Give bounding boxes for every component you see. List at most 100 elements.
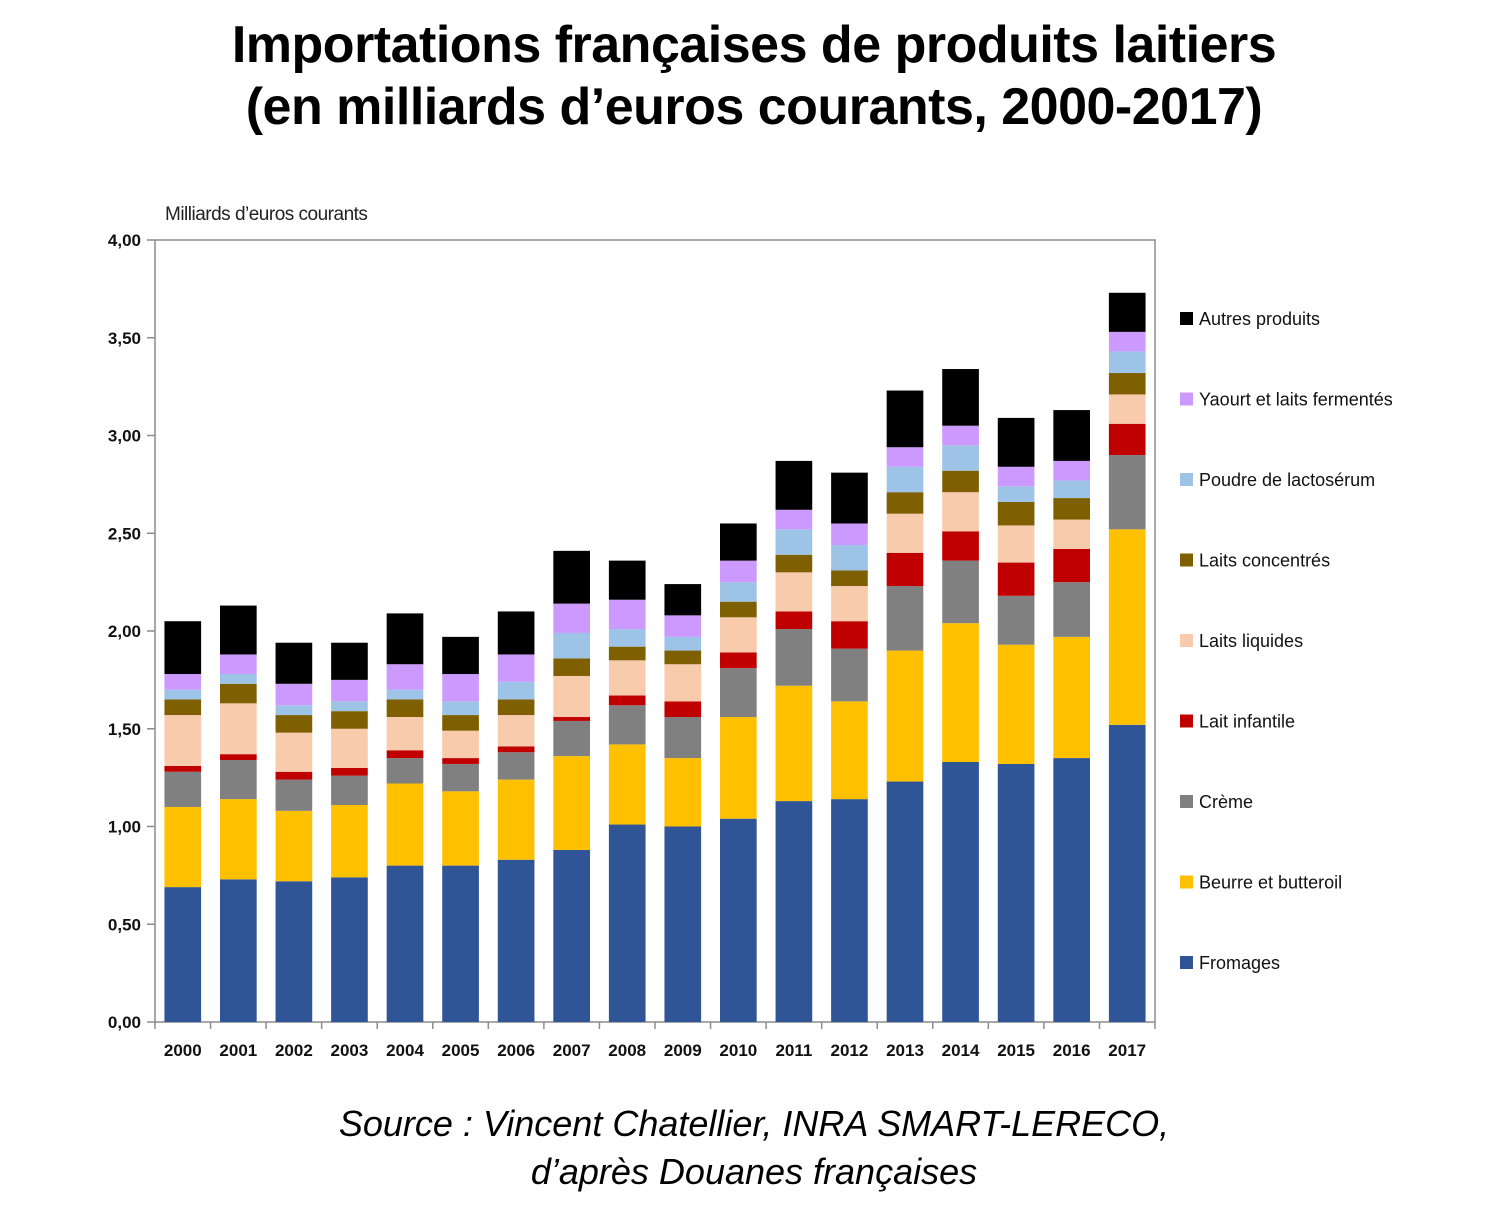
legend-swatch — [1180, 553, 1193, 567]
bar-segment — [831, 586, 868, 622]
bar-segment — [942, 425, 979, 446]
bar-segment — [608, 695, 646, 706]
bar-segment — [442, 865, 479, 1022]
bar-segment — [386, 699, 424, 718]
bar-segment — [220, 674, 257, 684]
bar-segment — [1053, 582, 1090, 637]
bar-segment — [1108, 331, 1146, 352]
bar-segment — [275, 810, 313, 882]
bar-segment — [720, 818, 757, 1022]
legend-swatch — [1180, 875, 1193, 889]
bar-segment — [1053, 636, 1090, 759]
legend: Autres produits Yaourt et laits fermentés… — [1180, 309, 1393, 973]
bar-segment — [275, 779, 313, 811]
bar-segment — [831, 570, 868, 587]
bar-segment — [720, 582, 757, 602]
y-tick-label: 1,00 — [108, 818, 141, 837]
x-tick-label: 2000 — [164, 1041, 202, 1060]
bar-segment — [775, 629, 813, 686]
bar-segment — [275, 771, 313, 780]
bar-segment — [275, 881, 313, 1022]
bar-segment — [608, 599, 646, 630]
bar-segment — [164, 621, 202, 675]
bar-segment — [275, 642, 313, 684]
x-tick-label: 2008 — [608, 1041, 646, 1060]
chart-title-line2: (en milliards d’euros courants, 2000-201… — [245, 78, 1263, 136]
bar-segment — [442, 791, 479, 866]
bar-segment — [775, 685, 813, 802]
bar-segment — [386, 758, 424, 784]
source-line1: Source : Vincent Chatellier, INRA SMART-… — [338, 1103, 1170, 1144]
bar-segment — [220, 605, 257, 655]
bar-segment — [386, 613, 424, 665]
bar-segment — [553, 717, 590, 721]
bar-segment — [331, 679, 368, 702]
bar-segment — [442, 674, 479, 702]
bar-segment — [608, 705, 646, 745]
bar-segment — [220, 703, 257, 755]
x-tick-label: 2013 — [886, 1041, 924, 1060]
bar-segment — [553, 658, 590, 676]
legend-label: Yaourt et laits fermentés — [1199, 390, 1393, 410]
x-tick-label: 2006 — [497, 1041, 535, 1060]
legend-label: Lait infantile — [1199, 712, 1295, 732]
x-tick-label: 2012 — [831, 1041, 869, 1060]
bar-segment — [164, 699, 202, 716]
bar-segment — [664, 758, 702, 827]
bar-segment — [553, 720, 590, 757]
bar-segment — [331, 767, 368, 776]
x-tick-label: 2002 — [275, 1041, 313, 1060]
bar-segment — [775, 611, 813, 630]
bar-segment — [886, 492, 924, 514]
bar-segment — [608, 629, 646, 647]
bar-segment — [275, 732, 313, 772]
bar-segment — [1108, 724, 1146, 1022]
bar-segment — [386, 750, 424, 759]
legend-label: Autres produits — [1199, 309, 1320, 329]
bar-segment — [664, 584, 702, 616]
bar-segment — [220, 760, 257, 800]
bar-segment — [942, 445, 979, 471]
legend-label: Fromages — [1199, 953, 1280, 973]
bar-segment — [886, 650, 924, 782]
bar-segment — [220, 654, 257, 675]
bar-segment — [164, 806, 202, 888]
bar-segment — [608, 744, 646, 825]
bar-segment — [775, 554, 813, 573]
bar-segment — [664, 615, 702, 637]
bar-segment — [497, 715, 535, 747]
x-tick-label: 2011 — [775, 1041, 812, 1060]
bar-segment — [942, 531, 979, 561]
bar-segment — [1053, 548, 1090, 583]
legend-swatch — [1180, 473, 1193, 486]
bar-segment — [164, 674, 202, 690]
bar-segment — [886, 513, 924, 553]
bar-segment — [664, 826, 702, 1022]
y-tick-label: 4,00 — [108, 231, 141, 250]
bar-segment — [497, 654, 535, 682]
bar-segment — [720, 668, 757, 718]
bar-segment — [331, 701, 368, 712]
bar-segment — [497, 859, 535, 1022]
x-tick-label: 2010 — [719, 1041, 757, 1060]
bar-segment — [1108, 423, 1146, 456]
bar-segment — [386, 689, 424, 700]
y-tick-label: 2,00 — [108, 622, 141, 641]
bar-segment — [164, 765, 202, 772]
bar-segment — [164, 689, 202, 700]
x-tick-label: 2001 — [219, 1041, 257, 1060]
y-tick-label: 3,00 — [108, 427, 141, 446]
bar-segment — [886, 781, 924, 1022]
bar-segment — [886, 447, 924, 467]
bar-segment — [386, 783, 424, 866]
bar-segment — [942, 369, 979, 426]
bar-segment — [386, 664, 424, 690]
bar-segment — [831, 799, 868, 1022]
x-tick-label: 2016 — [1053, 1041, 1091, 1060]
bar-segment — [331, 642, 368, 680]
bar-segment — [720, 717, 757, 819]
legend-swatch — [1180, 634, 1193, 647]
bar-segment — [220, 754, 257, 761]
bar-segment — [720, 617, 757, 653]
bar-segment — [1053, 758, 1090, 1022]
